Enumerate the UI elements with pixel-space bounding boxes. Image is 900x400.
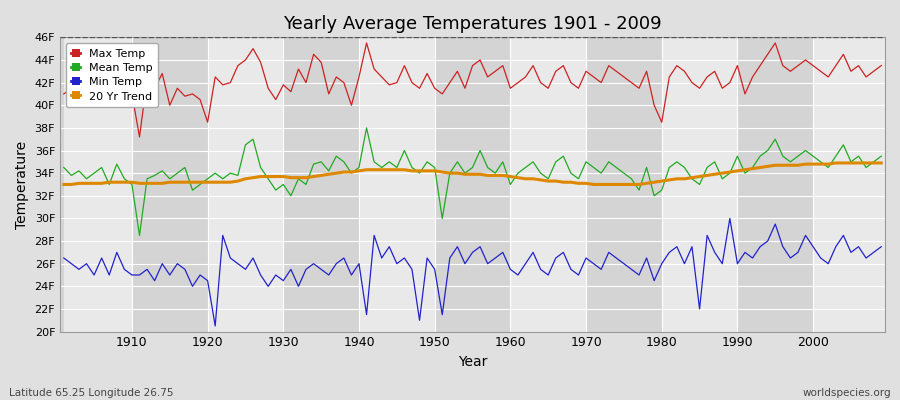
Text: worldspecies.org: worldspecies.org [803, 388, 891, 398]
X-axis label: Year: Year [458, 355, 487, 369]
Bar [64, 37, 132, 332]
Text: Latitude 65.25 Longitude 26.75: Latitude 65.25 Longitude 26.75 [9, 388, 174, 398]
Title: Yearly Average Temperatures 1901 - 2009: Yearly Average Temperatures 1901 - 2009 [284, 15, 662, 33]
Legend: Max Temp, Mean Temp, Min Temp, 20 Yr Trend: Max Temp, Mean Temp, Min Temp, 20 Yr Tre… [66, 43, 158, 107]
Bar [662, 37, 737, 332]
Y-axis label: Temperature: Temperature [15, 140, 29, 228]
Bar [813, 37, 889, 332]
Bar [510, 37, 586, 332]
Bar [208, 37, 284, 332]
Bar [359, 37, 435, 332]
